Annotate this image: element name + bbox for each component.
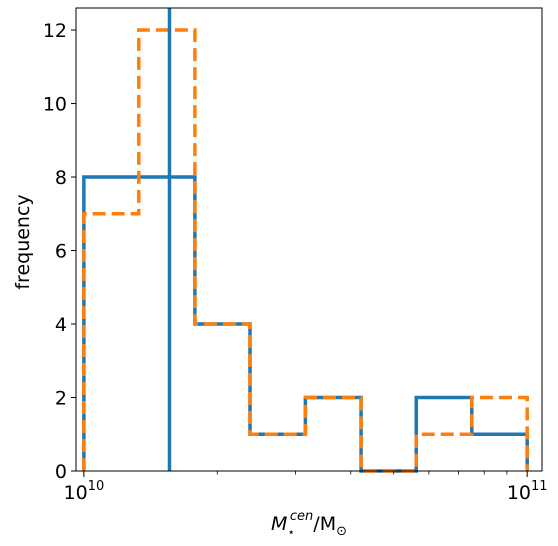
plot-area — [75, 7, 543, 473]
histogram-series-2 — [82, 28, 529, 473]
y-tick-label: 8 — [55, 167, 67, 189]
y-tick-label: 12 — [43, 20, 67, 42]
x-label-sub: ⋆ — [287, 525, 295, 539]
y-tick-label: 10 — [43, 94, 67, 116]
y-tick-label: 6 — [55, 241, 67, 263]
x-label-sup: cen — [290, 509, 313, 524]
y-tick-label: 4 — [55, 314, 67, 336]
x-label-unit-sub: ⊙ — [336, 524, 347, 539]
y-axis-label: frequency — [12, 194, 34, 289]
x-tick-label: 1010 — [63, 479, 104, 504]
x-axis-label: M⋆cen/M⊙ — [271, 509, 347, 539]
x-label-unit: /M — [313, 513, 336, 535]
data-layer — [82, 8, 529, 473]
y-axis: 0 2 4 6 8 10 12 — [43, 20, 76, 483]
y-tick-label: 2 — [55, 388, 67, 410]
x-tick-label: 1011 — [507, 479, 548, 504]
x-axis: 1010 1011 — [63, 471, 548, 504]
y-tick-label: 0 — [55, 461, 67, 483]
x-label-symbol: M — [271, 513, 287, 535]
plot-frame — [75, 7, 543, 472]
